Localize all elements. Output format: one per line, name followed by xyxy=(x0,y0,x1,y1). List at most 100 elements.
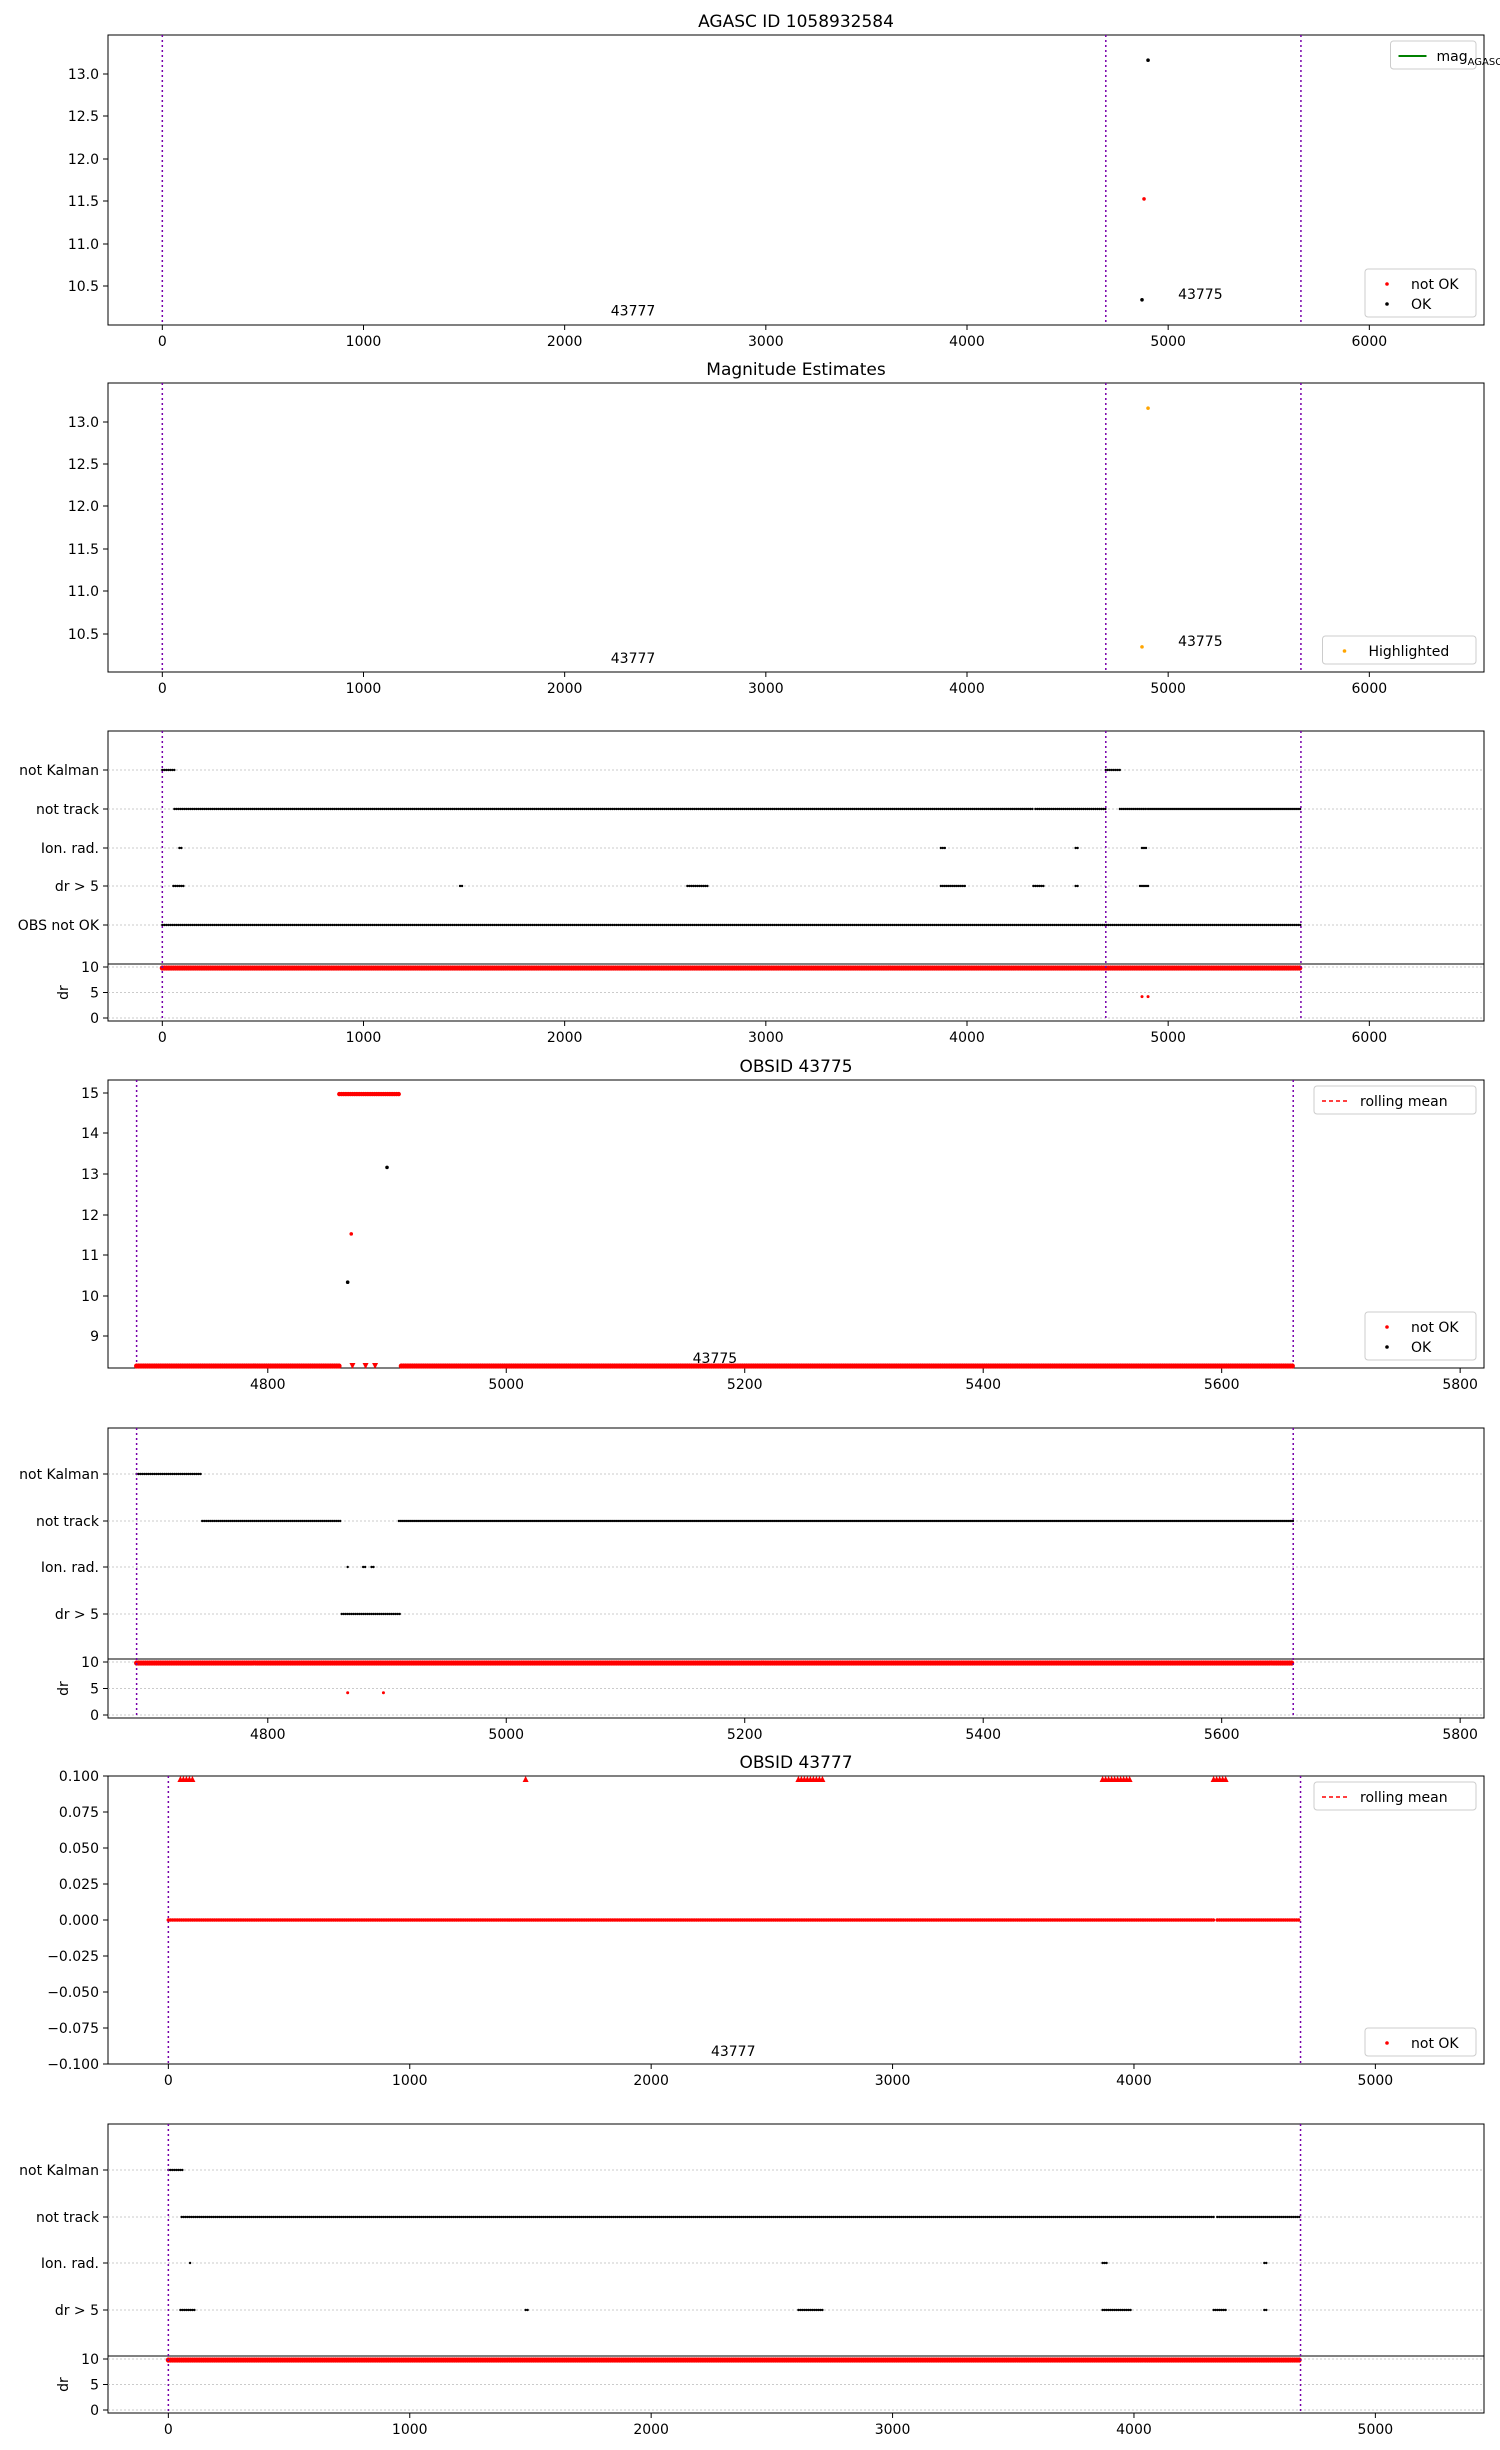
flag-point xyxy=(1036,807,1039,811)
flag-point xyxy=(619,807,622,811)
flag-point xyxy=(175,923,178,927)
flag-point xyxy=(1295,923,1298,927)
flag-point xyxy=(501,923,504,927)
flag-point xyxy=(1223,923,1226,927)
flag-point xyxy=(1197,923,1200,927)
flag-point xyxy=(1166,807,1170,811)
flag-point xyxy=(459,923,462,927)
flag-point xyxy=(621,923,624,927)
flag-point xyxy=(229,923,232,927)
flag-point xyxy=(375,923,378,927)
y-tick-label: −0.025 xyxy=(47,1949,99,1965)
flag-point xyxy=(1178,807,1182,811)
flag-point xyxy=(401,807,404,811)
flag-point xyxy=(799,807,802,811)
flag-point xyxy=(765,807,768,811)
flag-point xyxy=(313,807,316,811)
flag-point xyxy=(177,807,180,811)
flag-point xyxy=(365,923,368,927)
x-tick-label: 0 xyxy=(158,334,167,350)
flag-point xyxy=(833,807,836,811)
flag-point xyxy=(937,923,940,927)
flag-point xyxy=(979,807,982,811)
flag-point xyxy=(589,807,592,811)
flag-point xyxy=(1009,807,1012,811)
flag-point xyxy=(835,807,838,811)
flag-point xyxy=(729,807,732,811)
flag-point xyxy=(319,807,322,811)
flag-point xyxy=(1279,923,1282,927)
data-point xyxy=(1146,58,1150,63)
flag-point xyxy=(1245,923,1248,927)
flag-point xyxy=(1242,807,1246,811)
legend-label: not OK xyxy=(1411,1320,1459,1336)
flag-point xyxy=(271,923,274,927)
flag-point xyxy=(649,807,652,811)
flag-point xyxy=(597,807,600,811)
flag-point xyxy=(809,923,812,927)
flag-point xyxy=(495,923,498,927)
flag-point xyxy=(1261,923,1264,927)
flag-point xyxy=(497,807,500,811)
flag-point xyxy=(1105,923,1108,927)
flag-point xyxy=(1235,923,1238,927)
flag-point xyxy=(1144,884,1148,888)
flag-point xyxy=(613,807,616,811)
flag-point xyxy=(925,923,928,927)
flag-point xyxy=(1170,807,1174,811)
flag-point xyxy=(1144,807,1148,811)
flag-point xyxy=(695,923,698,927)
flag-point xyxy=(1227,923,1230,927)
flag-point xyxy=(379,807,382,811)
flag-point xyxy=(941,923,944,927)
flag-label: Ion. rad. xyxy=(41,2256,99,2272)
flag-point xyxy=(471,807,474,811)
clipped-high-point xyxy=(396,1091,401,1097)
flag-point xyxy=(887,923,890,927)
obsid-annotation: 43777 xyxy=(711,2044,756,2060)
flag-point xyxy=(1290,807,1294,811)
flag-point xyxy=(399,923,402,927)
flag-point xyxy=(417,807,420,811)
flag-point xyxy=(789,923,792,927)
flag-point xyxy=(373,807,376,811)
flag-point xyxy=(249,923,252,927)
flag-point xyxy=(1149,923,1152,927)
flag-point xyxy=(631,807,634,811)
flag-point xyxy=(347,807,350,811)
flag-point xyxy=(995,807,998,811)
flag-point xyxy=(653,807,656,811)
y-tick-label: 13.0 xyxy=(68,67,99,83)
flag-point xyxy=(521,807,524,811)
flag-point xyxy=(1298,2215,1301,2219)
flag-point xyxy=(1162,807,1166,811)
flag-point xyxy=(363,923,366,927)
flag-point xyxy=(407,807,410,811)
flag-point xyxy=(1057,923,1060,927)
flag-point xyxy=(371,807,374,811)
flag-point xyxy=(1209,923,1212,927)
flag-point xyxy=(253,807,256,811)
flag-point xyxy=(297,807,300,811)
x-tick-label: 2000 xyxy=(547,334,583,350)
flag-point xyxy=(777,807,780,811)
flag-point xyxy=(987,807,990,811)
flag-point xyxy=(851,807,854,811)
flag-point xyxy=(471,923,474,927)
flag-point xyxy=(277,807,280,811)
flag-point xyxy=(1138,884,1142,888)
flag-point xyxy=(861,923,864,927)
flag-point xyxy=(615,923,618,927)
flag-point xyxy=(167,923,170,927)
flag-point xyxy=(637,923,640,927)
flag-point xyxy=(405,923,408,927)
flag-point xyxy=(1031,923,1034,927)
flag-point xyxy=(289,923,292,927)
flag-point xyxy=(663,807,666,811)
flag-point xyxy=(1210,807,1214,811)
flag-point xyxy=(921,923,924,927)
flag-point xyxy=(1234,807,1238,811)
flag-point xyxy=(821,2308,824,2312)
flag-point xyxy=(1076,846,1079,850)
flag-point xyxy=(679,923,682,927)
